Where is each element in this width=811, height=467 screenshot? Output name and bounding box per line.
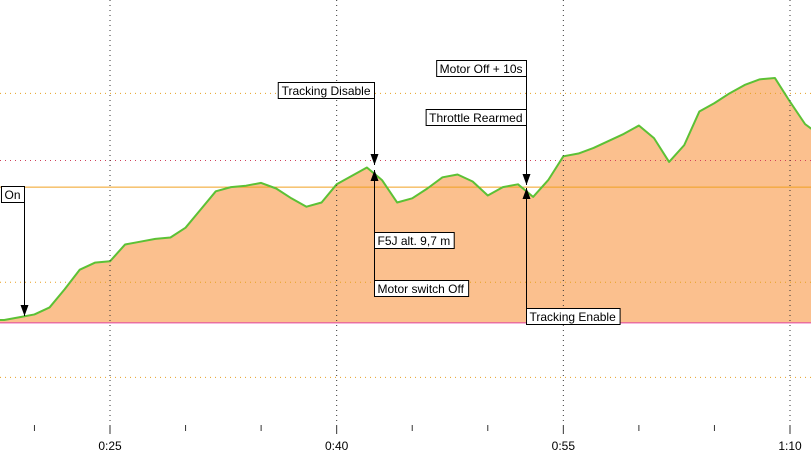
annotation-label: Throttle Rearmed xyxy=(429,111,522,125)
annotation-label: Tracking Disable xyxy=(282,84,371,98)
annotation-arrow xyxy=(370,170,379,181)
annotation-arrow xyxy=(522,188,531,199)
annotation-box xyxy=(425,109,527,126)
annotation-arrow xyxy=(370,154,379,165)
annotation-box xyxy=(374,280,470,297)
annotation-label: Motor Off + 10s xyxy=(440,62,523,76)
altitude-line xyxy=(0,76,811,322)
annotation-arrow xyxy=(20,305,29,316)
annotation-label: Motor switch Off xyxy=(378,282,465,296)
annotation-label: Tracking Enable xyxy=(530,310,617,324)
x-tick-label: 0:55 xyxy=(552,439,576,453)
annotation-arrow xyxy=(522,174,531,185)
annotation-box xyxy=(277,82,375,99)
x-tick-label: 0:40 xyxy=(325,439,349,453)
annotation-label: F5J alt. 9,7 m xyxy=(378,234,451,248)
annotation-box xyxy=(526,308,621,325)
annotation-label: On xyxy=(4,188,20,202)
plot-area xyxy=(0,0,811,425)
annotation-box xyxy=(374,232,455,249)
x-tick-label: 0:25 xyxy=(98,439,122,453)
annotation-box xyxy=(0,186,25,203)
annotation-box xyxy=(436,60,527,77)
x-tick-label: 1:10 xyxy=(778,439,802,453)
